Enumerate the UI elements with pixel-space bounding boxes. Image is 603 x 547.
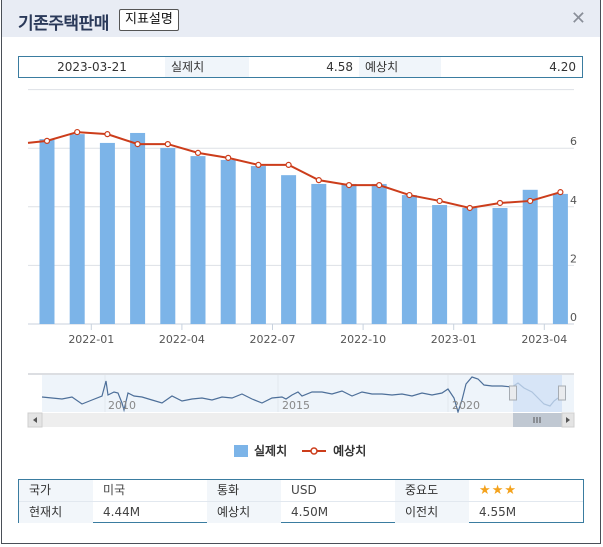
- forecast-point[interactable]: [557, 189, 564, 196]
- navigator-year-label: 2020: [452, 399, 480, 412]
- bar-swatch-icon: [234, 444, 248, 457]
- indicator-details-table: 국가 미국 통화 USD 중요도 ★★★ 현재치 4.44M 예상치 4.50M…: [18, 479, 584, 523]
- forecast-point[interactable]: [164, 140, 171, 148]
- hover-info-bar: 2023-03-21 실제치 4.58 예상치 4.20: [18, 56, 583, 78]
- forecast-point[interactable]: [315, 177, 322, 184]
- forecast-value-detail: 4.50M: [291, 505, 329, 519]
- y-tick-label: 6: [570, 135, 577, 148]
- details-row-2: 현재치 4.44M 예상치 4.50M 이전치 4.55M: [19, 501, 583, 523]
- bar-actual[interactable]: [250, 166, 266, 324]
- line-marker-icon: [302, 446, 327, 455]
- forecast-point[interactable]: [527, 197, 534, 205]
- bar-actual[interactable]: [160, 147, 176, 324]
- bar-actual[interactable]: [552, 193, 568, 324]
- country-label: 국가: [19, 480, 94, 501]
- previous-value: 4.55M: [479, 505, 517, 519]
- bar-actual[interactable]: [492, 207, 508, 324]
- navigator-year-label: 2015: [282, 399, 310, 412]
- forecast-label: 예상치: [359, 57, 441, 77]
- forecast-point[interactable]: [376, 182, 383, 189]
- y-tick-label: 0: [570, 311, 577, 324]
- previous-label: 이전치: [395, 502, 470, 523]
- y-tick-label: 4: [570, 194, 577, 207]
- importance-label: 중요도: [395, 480, 470, 501]
- bar-actual[interactable]: [220, 159, 236, 324]
- forecast-label-detail: 예상치: [207, 502, 282, 523]
- bar-actual[interactable]: [432, 205, 448, 324]
- current-label: 현재치: [19, 502, 94, 523]
- legend-item-forecast[interactable]: 예상치: [301, 442, 366, 459]
- navigator-handle[interactable]: [509, 385, 517, 401]
- currency-value: USD: [291, 483, 317, 497]
- navigator-selection[interactable]: [513, 375, 562, 412]
- forecast-point[interactable]: [285, 161, 292, 169]
- navigator-year-label: 2010: [108, 399, 136, 412]
- forecast-point[interactable]: [496, 199, 504, 207]
- bar-actual[interactable]: [311, 183, 327, 324]
- bar-actual[interactable]: [401, 195, 417, 324]
- arrow-right-icon: [566, 417, 570, 423]
- bar-actual[interactable]: [190, 156, 206, 324]
- navigator[interactable]: 2010 2015 2020: [27, 373, 575, 428]
- forecast-value: 4.20: [549, 60, 576, 74]
- currency-label: 통화: [207, 480, 282, 501]
- close-icon[interactable]: ✕: [570, 8, 586, 29]
- actual-label: 실제치: [165, 57, 249, 77]
- x-tick-label: 2023-04: [521, 333, 567, 346]
- x-tick-label: 2022-04: [159, 333, 205, 346]
- forecast-point[interactable]: [43, 137, 51, 144]
- hover-date: 2023-03-21: [57, 60, 127, 74]
- y-tick-label: 2: [570, 252, 577, 265]
- bar-actual[interactable]: [281, 175, 297, 324]
- forecast-point[interactable]: [194, 149, 202, 156]
- bar-actual[interactable]: [69, 134, 85, 324]
- forecast-point[interactable]: [225, 154, 232, 161]
- x-tick-label: 2022-10: [340, 333, 386, 346]
- bar-actual[interactable]: [39, 139, 55, 324]
- navigator-series-line: [41, 376, 559, 415]
- forecast-point[interactable]: [436, 197, 443, 205]
- bar-actual[interactable]: [462, 207, 478, 324]
- chart-area[interactable]: 0 2 4 6 2022-01 2022-04 2022-07 2022-10 2023-01 2…: [2, 80, 602, 430]
- bar-actual[interactable]: [130, 132, 146, 324]
- popup-title: 기존주택판매: [18, 14, 109, 34]
- actual-value: 4.58: [326, 60, 353, 74]
- scrollbar-track[interactable]: [28, 413, 574, 427]
- bar-actual[interactable]: [99, 142, 115, 324]
- indicator-description-button[interactable]: 지표설명: [119, 9, 179, 31]
- forecast-point[interactable]: [406, 191, 413, 199]
- forecast-point[interactable]: [466, 204, 473, 212]
- details-row-1: 국가 미국 통화 USD 중요도 ★★★: [19, 480, 583, 501]
- chart-legend: 실제치 예상치: [234, 442, 380, 459]
- importance-stars-icon: ★★★: [479, 483, 518, 498]
- forecast-point[interactable]: [134, 140, 141, 148]
- title-bar: 기존주택판매 지표설명 ✕: [2, 0, 600, 37]
- x-tick-label: 2022-01: [68, 333, 114, 346]
- bar-actual[interactable]: [371, 183, 387, 324]
- legend-item-actual[interactable]: 실제치: [234, 442, 287, 459]
- forecast-point[interactable]: [74, 128, 81, 136]
- current-value: 4.44M: [103, 505, 141, 519]
- forecast-point[interactable]: [345, 182, 353, 189]
- country-value: 미국: [103, 483, 126, 497]
- bar-actual[interactable]: [522, 189, 538, 324]
- forecast-point[interactable]: [255, 161, 262, 169]
- navigator-handle[interactable]: [558, 385, 566, 401]
- forecast-point[interactable]: [104, 131, 111, 138]
- x-tick-label: 2023-01: [431, 333, 477, 346]
- bar-actual[interactable]: [341, 183, 357, 324]
- x-tick-label: 2022-07: [250, 333, 296, 346]
- arrow-left-icon: [33, 417, 37, 423]
